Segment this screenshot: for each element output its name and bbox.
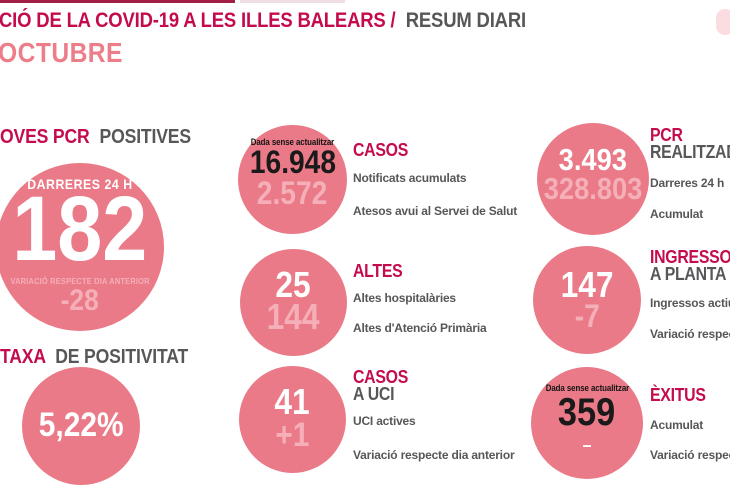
pcr-positives-value: 182 [12,178,148,280]
cropped-logo-fragment [716,9,730,35]
altes-secondary: 144 [267,295,320,337]
altes-circle: 25 144 [240,249,347,356]
exitus-circle: Dada sense actualitzar 359 – [531,367,643,479]
variation-value: -28 [60,284,100,318]
pcr-realitzades-circle: 3.493 328.803 [537,123,649,235]
casos-uci-value: 41 [274,381,311,422]
exitus-value: 359 [558,390,616,434]
casos-label-1: Notificats acumulats [353,171,467,185]
ingressos-planta-value: 147 [560,264,614,305]
casos-title: CASOS [353,140,409,160]
pcr-realitzades-label-2: Acumulat [650,207,704,221]
exitus-label-2: Variació respecte dia anterior [650,448,730,462]
casos-uci-label-2: Variació respecte dia anterior [353,448,515,462]
altes-label-2: Altes d'Atenció Primària [353,321,487,335]
ingressos-planta-circle: 147 -7 [533,246,641,354]
casos-label-2: Atesos avui al Servei de Salut [353,204,518,218]
casos-value: 16.948 [249,143,336,180]
pcr-realitzades-value: 3.493 [558,142,628,177]
pcr-realitzades-label-1: Darreres 24 h [650,176,725,190]
exitus-secondary: – [582,434,592,455]
variation-label: VARIACIÓ RESPECTE DIA ANTERIOR [10,275,150,286]
pcr-realitzades-title-line1: PCR [650,125,683,145]
exitus-label-1: Acumulat [650,418,704,432]
pcr-realitzades-title-line2: REALITZADES [650,142,730,162]
taxa-positivitat-circle: 5,22% [22,367,140,485]
casos-circle: Dada sense actualitzar 16.948 2.572 [238,125,347,234]
exitus-badge: Dada sense actualitzar [545,383,629,393]
page-title: CIÓ DE LA COVID-19 A LES ILLES BALEARS /… [0,9,598,33]
ingressos-planta-secondary: -7 [574,297,600,334]
cropped-top-fragment [0,0,235,3]
casos-uci-label-1: UCI actives [353,414,416,428]
page-title-main: CIÓ DE LA COVID-19 A LES ILLES BALEARS / [0,9,396,32]
ingressos-planta-title-line2: A PLANTA [650,264,727,284]
page-subtitle: OCTUBRE [0,37,123,68]
casos-uci-secondary: +1 [275,415,310,454]
casos-uci-title-line1: CASOS [353,367,409,387]
altes-label-1: Altes hospitalàries [353,291,456,305]
casos-secondary: 2.572 [257,175,328,212]
cropped-top-fragment-2 [240,0,345,3]
exitus-title: ÈXITUS [650,385,706,405]
ingressos-planta-title-line1: INGRESSOS [650,247,730,267]
altes-value: 25 [275,264,312,305]
casos-badge: Dada sense actualitzar [250,137,335,147]
pcr-realitzades-secondary: 328.803 [543,170,643,206]
casos-uci-circle: 41 +1 [239,366,346,473]
taxa-value: 5,22% [38,406,124,445]
casos-uci-title-line2: A UCI [353,384,395,404]
ingressos-planta-label-1: Ingressos actius [650,296,730,310]
page-title-secondary: RESUM DIARI [405,9,526,32]
altes-title: ALTES [353,261,403,281]
darreres-24h-label: DARRERES 24 H [27,176,133,192]
heading-pcr-positives: OVES PCR POSITIVES [0,126,191,148]
pcr-positives-circle: DARRERES 24 H 182 VARIACIÓ RESPECTE DIA … [0,163,164,331]
ingressos-planta-label-2: Variació respecte dia anterior [650,327,730,341]
heading-taxa-positivitat: TAXA DE POSITIVITAT [0,346,189,368]
